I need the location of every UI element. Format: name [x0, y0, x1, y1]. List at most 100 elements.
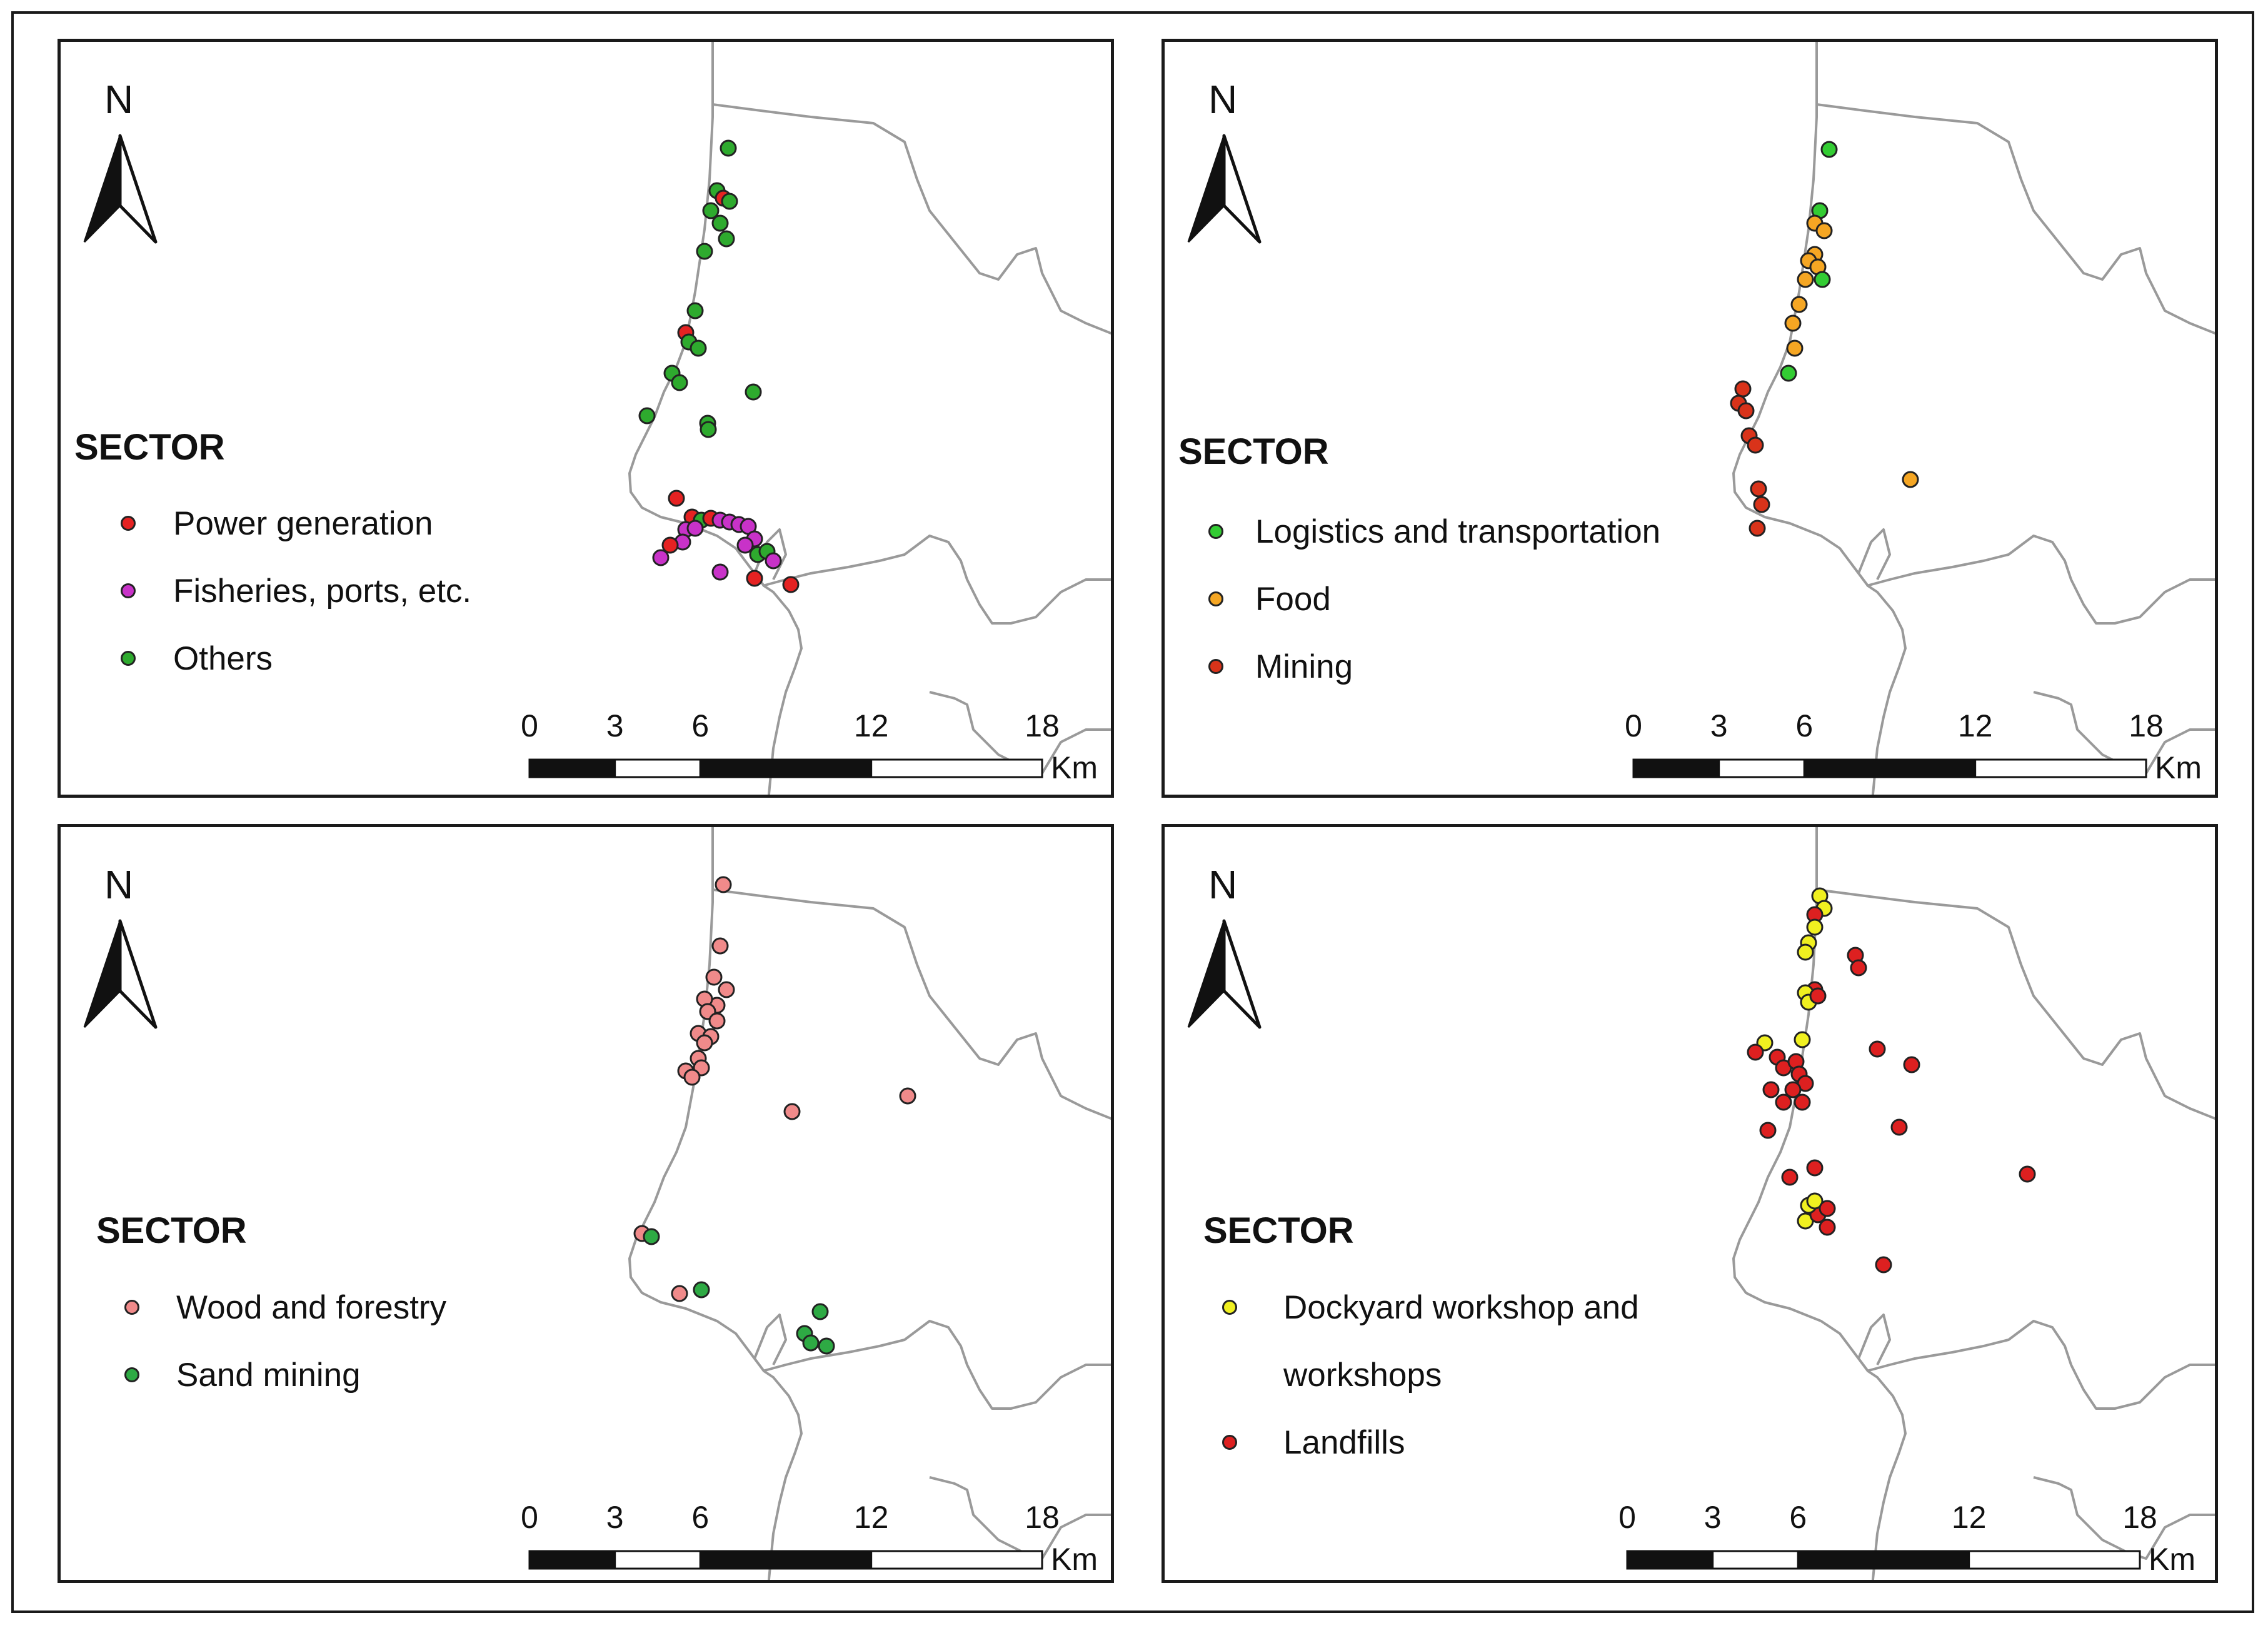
site-marker: [1903, 1056, 1920, 1073]
scale-tick-label: 3: [606, 708, 624, 743]
scale-tick-label: 0: [1625, 708, 1642, 743]
site-marker: [693, 1281, 710, 1299]
site-marker: [711, 214, 729, 232]
map-panel-wood-sand: 0 3 6 12 18 Km N SECTOR Wood and forestry Sand mi…: [58, 824, 1114, 1583]
site-marker: [1784, 314, 1802, 332]
site-marker: [690, 339, 707, 357]
scale-tick-label: 6: [1795, 708, 1814, 743]
legend-swatch: [124, 1367, 139, 1382]
site-marker: [1814, 271, 1831, 288]
figure-frame: [11, 11, 2254, 1613]
site-marker: [1762, 1081, 1780, 1098]
site-marker: [745, 383, 762, 401]
site-marker: [720, 139, 737, 157]
site-marker: [718, 981, 735, 998]
site-marker: [1797, 271, 1814, 288]
admin-boundary: [1816, 103, 2215, 335]
map-panel-dockyard-landfills: 0 3 6 12 18 Km N SECTOR Dockyard workshop and wor…: [1162, 824, 2218, 1583]
map-canvas: [83, 827, 1111, 1580]
site-marker: [1806, 1192, 1824, 1210]
map-canvas: [1187, 42, 2215, 795]
site-marker: [736, 536, 754, 554]
scale-unit-label: Km: [2149, 1542, 2195, 1577]
site-marker: [1784, 1081, 1802, 1098]
north-label: N: [1208, 862, 1238, 907]
site-marker: [1890, 1118, 1908, 1136]
site-marker: [1850, 959, 1867, 977]
site-marker: [746, 570, 763, 587]
site-marker: [1749, 520, 1766, 537]
scale-tick-label: 0: [1618, 1500, 1636, 1535]
site-marker: [1794, 1031, 1811, 1048]
scale-bar: [1626, 1550, 2141, 1570]
site-marker: [686, 302, 704, 319]
admin-boundary: [1866, 535, 2215, 625]
site-marker: [1820, 141, 1838, 158]
site-marker: [1809, 987, 1827, 1005]
legend-swatch: [1208, 591, 1223, 606]
site-marker: [1794, 1093, 1811, 1111]
site-marker: [1815, 222, 1833, 239]
scale-tick-label: 18: [2122, 1500, 2157, 1535]
scale-tick-label: 12: [1951, 1500, 1987, 1535]
site-marker: [1819, 1200, 1836, 1217]
legend-swatch: [1208, 524, 1223, 539]
coastline: [1732, 42, 1907, 795]
legend-title: SECTOR: [1203, 1210, 1354, 1251]
site-marker: [708, 1012, 726, 1030]
site-marker: [765, 552, 782, 570]
site-marker: [1786, 339, 1804, 357]
site-marker: [718, 230, 735, 248]
scale-tick-label: 12: [1957, 708, 1993, 743]
scale-tick-label: 3: [606, 1500, 624, 1535]
map-panel-logistics-food-mining: 0 3 6 12 18 Km N SECTOR Logistics and transporta…: [1162, 39, 2218, 798]
north-label: N: [1208, 77, 1238, 122]
site-marker: [1759, 1122, 1777, 1139]
admin-boundary: [753, 1314, 787, 1365]
admin-boundary: [712, 888, 1111, 1120]
scale-unit-label: Km: [1051, 1542, 1098, 1577]
site-marker: [1747, 1043, 1764, 1061]
admin-boundary: [712, 103, 1111, 335]
site-marker: [2019, 1165, 2036, 1183]
legend-swatch: [121, 651, 136, 666]
legend-item-label: Landfills: [1283, 1424, 1405, 1461]
scale-tick-label: 6: [1789, 1500, 1807, 1535]
scale-bar: [1632, 758, 2147, 778]
site-marker: [811, 1303, 829, 1320]
admin-boundary: [1857, 528, 1891, 580]
scale-tick-label: 6: [691, 708, 710, 743]
site-marker: [1806, 1159, 1824, 1177]
site-marker: [1790, 296, 1808, 313]
site-marker: [705, 968, 723, 986]
site-marker: [715, 876, 732, 893]
site-marker: [686, 520, 704, 537]
site-marker: [711, 563, 729, 581]
site-marker: [638, 407, 656, 425]
site-marker: [1775, 1093, 1792, 1111]
site-marker: [1781, 1168, 1799, 1186]
scale-tick-label: 12: [853, 1500, 889, 1535]
coastline: [1732, 827, 1907, 1580]
site-marker: [1747, 436, 1764, 454]
site-marker: [1734, 380, 1752, 398]
site-marker: [1780, 364, 1797, 382]
map-panel-power-fisheries-others: 0 3 6 12 18 Km N SECTOR Power generation Fisherie…: [58, 39, 1114, 798]
site-marker: [711, 937, 729, 955]
legend-swatch: [124, 1300, 139, 1315]
legend-title: SECTOR: [96, 1210, 247, 1251]
admin-boundary: [1866, 1320, 2215, 1410]
legend-item-label: Logistics and transportation: [1255, 513, 1661, 550]
site-marker: [671, 1285, 688, 1302]
admin-boundary: [1857, 1314, 1891, 1365]
admin-boundary: [762, 535, 1111, 625]
legend-item-label: Food: [1255, 581, 1331, 618]
site-marker: [1806, 918, 1824, 936]
legend-item-label: Power generation: [173, 505, 433, 542]
scale-tick-label: 18: [1025, 708, 1060, 743]
scale-tick-label: 0: [521, 1500, 538, 1535]
site-marker: [1750, 480, 1767, 498]
site-marker: [1797, 943, 1814, 961]
scale-bar: [528, 758, 1043, 778]
site-marker: [1875, 1256, 1892, 1274]
